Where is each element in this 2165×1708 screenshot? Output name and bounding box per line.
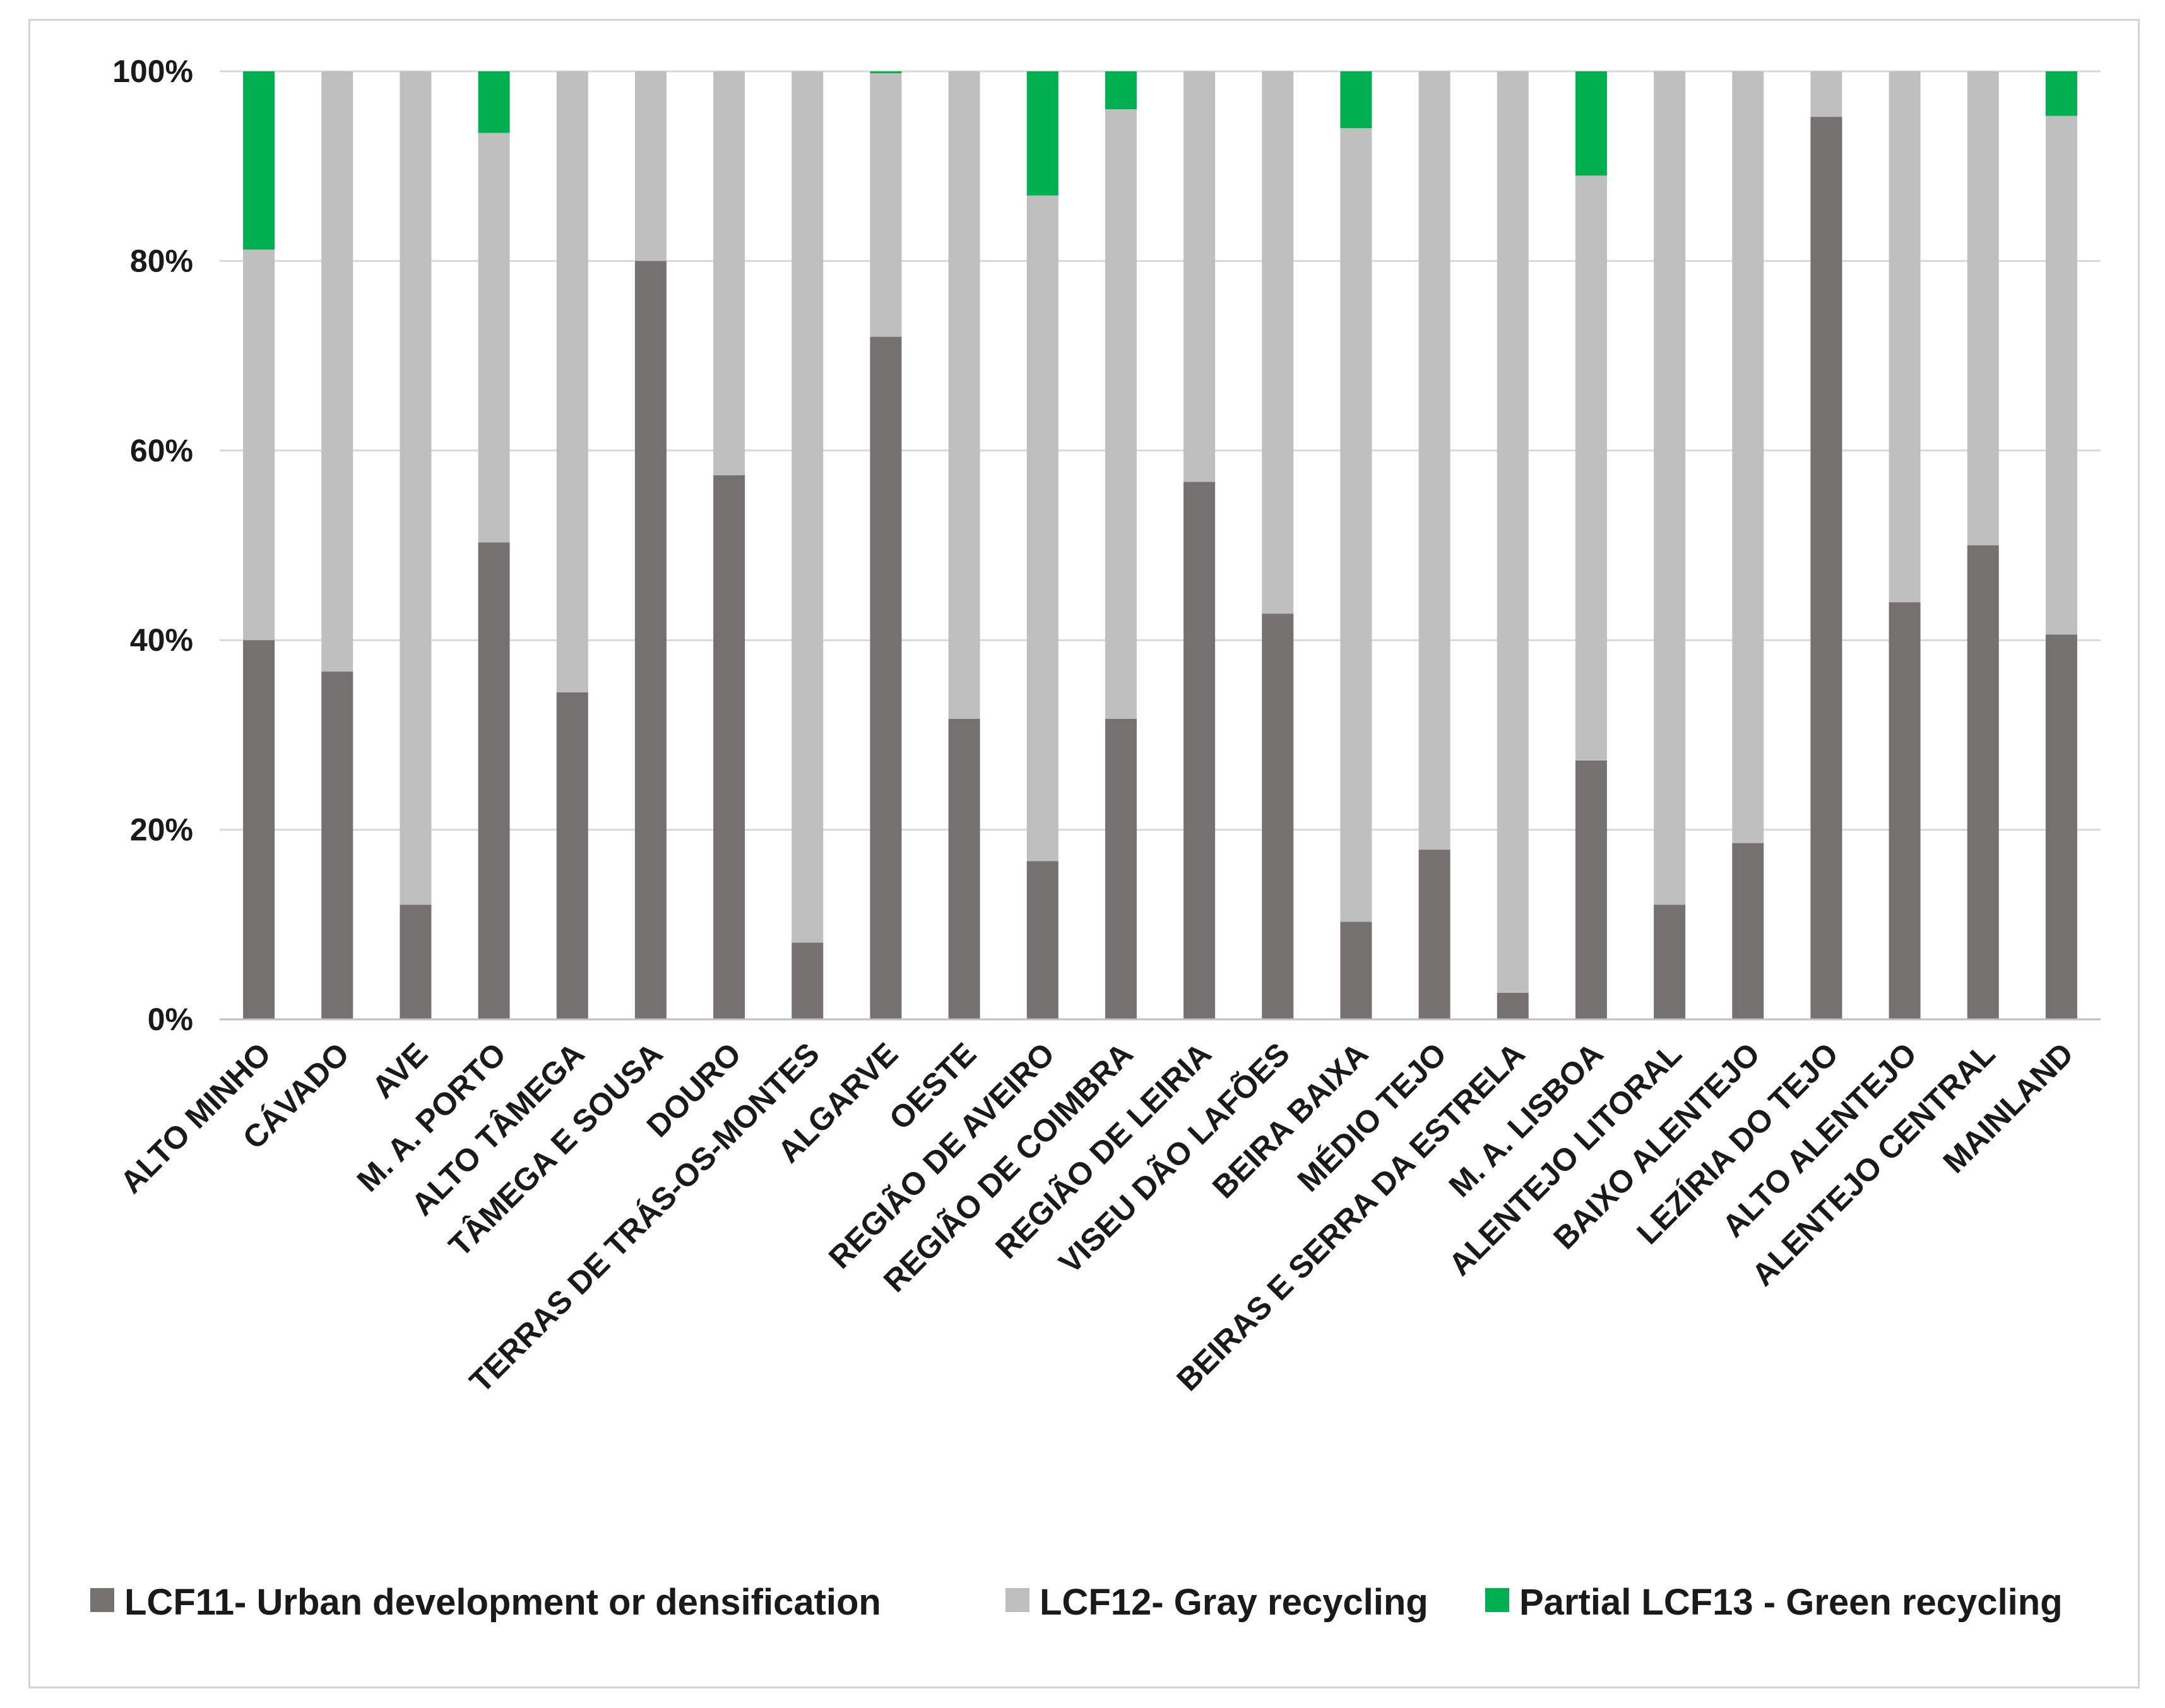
bar-segment: [321, 71, 353, 672]
legend-label: Partial LCF13 - Green recycling: [1519, 1582, 2063, 1623]
bar-segment: [1026, 71, 1059, 196]
bar-segment: [243, 640, 275, 1019]
bar-segment: [1340, 922, 1372, 1019]
bar-segment: [1262, 614, 1294, 1019]
bar-segment: [243, 249, 275, 641]
y-tick-label: 80%: [130, 243, 193, 278]
chart-frame: 0% 20% 40% 60% 80% 100% ALTO MINHO CÁVADO AVE M.…: [28, 19, 2140, 1688]
bar-segment: [2045, 71, 2077, 116]
bar-segment: [1810, 71, 1842, 117]
bar-segment: [1575, 71, 1607, 176]
bar-segment: [1105, 71, 1137, 110]
bar-segment: [713, 71, 745, 475]
y-tick-label: 40%: [130, 622, 193, 658]
bar-segment: [1026, 195, 1059, 862]
bar-segment: [1889, 71, 1921, 603]
bar-segment: [2045, 634, 2077, 1019]
bar-segment: [948, 718, 980, 1019]
bar-segment: [1262, 71, 1294, 614]
y-tick-label: 60%: [130, 433, 193, 468]
category-label: AVE: [365, 1036, 435, 1105]
bar-segment: [1732, 843, 1764, 1019]
bar-segment: [1654, 71, 1686, 905]
legend-label: LCF12- Gray recycling: [1040, 1582, 1428, 1623]
bar-segment: [713, 475, 745, 1019]
bar-segment: [1026, 861, 1059, 1019]
bar-segment: [870, 336, 902, 1019]
bar-segment: [634, 261, 667, 1019]
bar-segment: [1810, 117, 1842, 1020]
y-tick-labels: 0% 20% 40% 60% 80% 100%: [112, 54, 193, 1037]
bar-segment: [1732, 71, 1764, 843]
bar-segment: [2045, 116, 2077, 635]
bar-segment: [948, 71, 980, 719]
legend: LCF11- Urban development or densificatio…: [90, 1582, 2063, 1623]
bar-segment: [556, 71, 588, 692]
y-tick-label: 0%: [148, 1002, 193, 1037]
bar-segment: [1340, 128, 1372, 922]
bar-segment: [1418, 850, 1450, 1019]
bar-segment: [1497, 992, 1529, 1019]
bar-segment: [478, 542, 510, 1019]
legend-swatch: [90, 1588, 114, 1612]
bar-segment: [1183, 71, 1216, 482]
bar-segment: [556, 692, 588, 1019]
bar-segment: [1183, 482, 1216, 1019]
bar-segment: [478, 133, 510, 543]
bars: [243, 71, 2077, 1020]
legend-label: LCF11- Urban development or densificatio…: [124, 1582, 881, 1623]
bar-segment: [1575, 760, 1607, 1019]
legend-swatch: [1485, 1588, 1509, 1612]
bar-segment: [1105, 109, 1137, 719]
bar-segment: [870, 71, 902, 74]
bar-segment: [1575, 175, 1607, 761]
bar-segment: [1967, 545, 1999, 1019]
bar-segment: [1654, 904, 1686, 1019]
bar-segment: [1418, 71, 1450, 850]
y-tick-label: 100%: [112, 54, 193, 89]
gridlines: [220, 70, 2101, 831]
y-tick-label: 20%: [130, 812, 193, 848]
bar-segment: [478, 71, 510, 133]
bar-segment: [243, 71, 275, 250]
bar-segment: [870, 73, 902, 337]
bar-segment: [400, 71, 432, 905]
bar-segment: [1889, 602, 1921, 1019]
bar-segment: [1340, 71, 1372, 129]
bar-segment: [1967, 71, 1999, 545]
bar-segment: [792, 71, 824, 943]
bar-segment: [1497, 71, 1529, 993]
bar-segment: [634, 71, 667, 261]
bar-segment: [400, 904, 432, 1019]
bar-segment: [792, 942, 824, 1019]
bar-segment: [1105, 718, 1137, 1019]
legend-swatch: [1005, 1588, 1029, 1612]
bar-segment: [321, 671, 353, 1019]
